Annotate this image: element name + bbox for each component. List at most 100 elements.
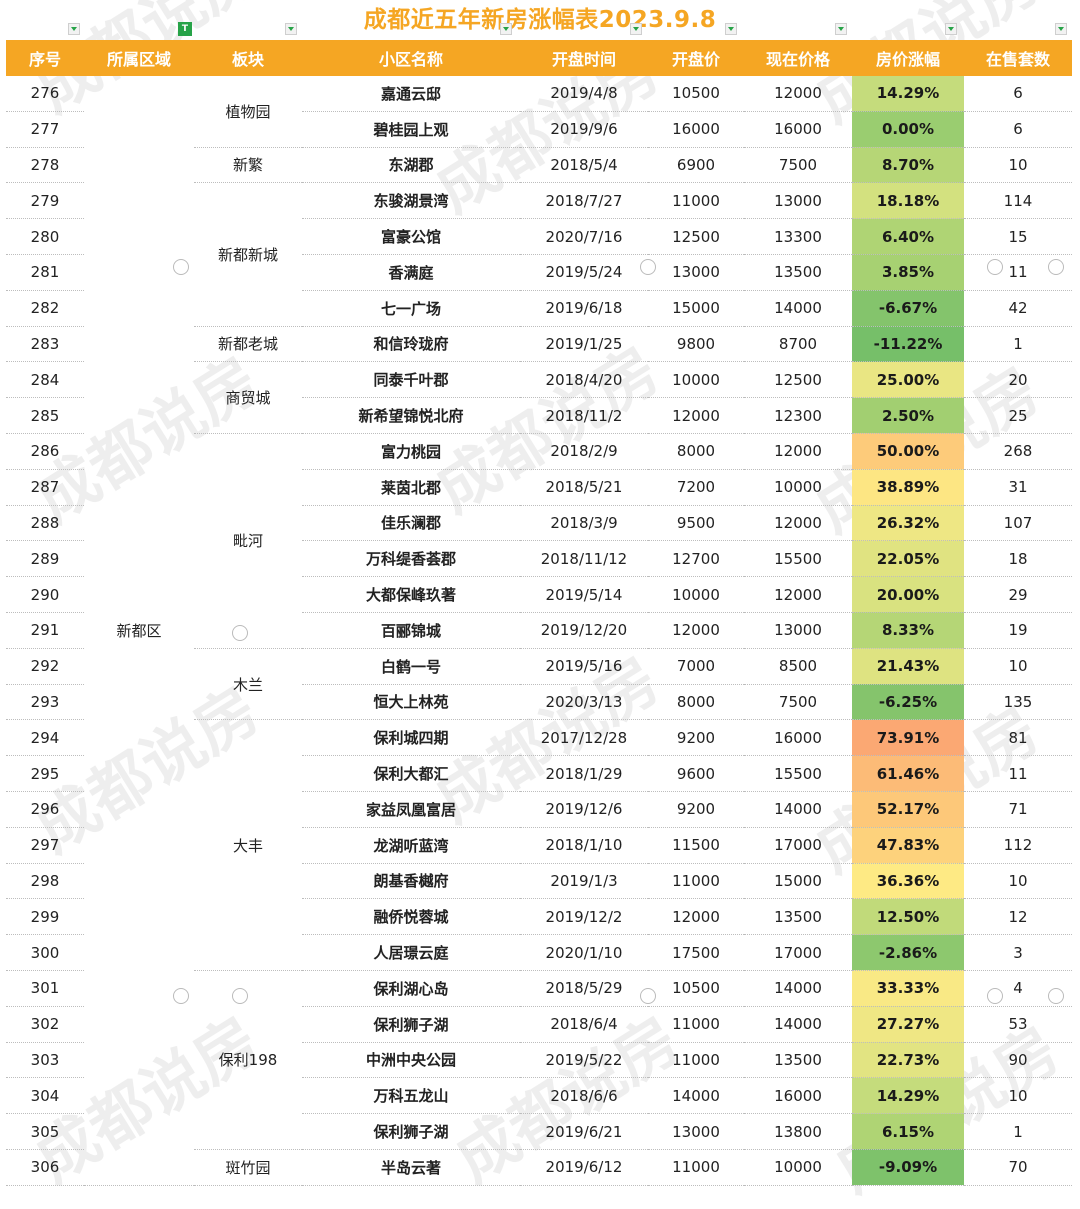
stock-count: 90 [964, 1042, 1072, 1079]
table-row[interactable]: 285 新希望锦悦北府 2018/11/2 12000 12300 2.50% 25 [6, 397, 1072, 434]
open-date: 2019/5/22 [520, 1042, 648, 1079]
stock-count: 70 [964, 1149, 1072, 1186]
table-row[interactable]: 300 人居璟云庭 2020/1/10 17500 17000 -2.86% 3 [6, 934, 1072, 971]
project-name: 万科五龙山 [302, 1077, 520, 1115]
project-name: 保利城四期 [302, 719, 520, 757]
table-row[interactable]: 299 融侨悦蓉城 2019/12/2 12000 13500 12.50% 12 [6, 898, 1072, 936]
open-date: 2018/6/6 [520, 1077, 648, 1115]
table-row[interactable]: 287 莱茵北郡 2018/5/21 7200 10000 38.89% 31 [6, 469, 1072, 506]
project-name: 保利湖心岛 [302, 970, 520, 1007]
header-name[interactable]: 小区名称 [302, 40, 520, 76]
header-open-date[interactable]: 开盘时间 [520, 40, 648, 76]
project-name: 恒大上林苑 [302, 684, 520, 721]
table-row[interactable]: 283 新都老城 和信玲珑府 2019/1/25 9800 8700 -11.22% 1 [6, 326, 1072, 363]
row-index: 289 [6, 540, 84, 578]
row-index: 287 [6, 469, 84, 506]
open-price: 9200 [648, 719, 744, 757]
table-row[interactable]: 302 保利狮子湖 2018/6/4 11000 14000 27.27% 53 [6, 1006, 1072, 1043]
table-row[interactable]: 295 保利大都汇 2018/1/29 9600 15500 61.46% 11 [6, 755, 1072, 792]
table-row[interactable]: 292 木兰 白鹤一号 2019/5/16 7000 8500 21.43% 10 [6, 648, 1072, 721]
block-cell: 斑竹园 [194, 1149, 302, 1186]
header-increase[interactable]: 房价涨幅 [852, 40, 964, 76]
header-current-price[interactable]: 现在价格 [744, 40, 852, 76]
table-row[interactable]: 278 新繁 东湖郡 2018/5/4 6900 7500 8.70% 10 [6, 147, 1072, 184]
filter-dropdown-icon[interactable] [68, 23, 80, 35]
stock-count: 15 [964, 218, 1072, 255]
header-region[interactable]: 所属区域 [84, 40, 194, 76]
filter-active-icon[interactable]: T [178, 22, 192, 36]
open-date: 2017/12/28 [520, 719, 648, 757]
stock-count: 19 [964, 612, 1072, 649]
open-date: 2019/1/25 [520, 326, 648, 363]
open-price: 14000 [648, 1077, 744, 1115]
row-index: 306 [6, 1149, 84, 1186]
header-stock[interactable]: 在售套数 [964, 40, 1072, 76]
open-date: 2019/12/2 [520, 898, 648, 936]
placeholder-circle-icon [1048, 988, 1064, 1004]
block-cell: 大丰 [194, 719, 302, 971]
table-row[interactable]: 280 富豪公馆 2020/7/16 12500 13300 6.40% 15 [6, 218, 1072, 255]
increase-rate: 26.32% [852, 505, 964, 542]
increase-rate: 22.73% [852, 1042, 964, 1079]
filter-dropdown-icon[interactable] [500, 23, 512, 35]
filter-dropdown-icon[interactable] [725, 23, 737, 35]
table-row[interactable]: 276 新都区 植物园 嘉通云邸 2019/4/8 10500 12000 14.29% 6 [6, 76, 1072, 1186]
table-row[interactable]: 298 朗基香樾府 2019/1/3 11000 15000 36.36% 10 [6, 863, 1072, 900]
filter-dropdown-icon[interactable] [285, 23, 297, 35]
increase-rate: -6.67% [852, 290, 964, 327]
project-name: 融侨悦蓉城 [302, 898, 520, 936]
row-index: 304 [6, 1077, 84, 1115]
project-name: 香满庭 [302, 254, 520, 291]
open-date: 2019/5/14 [520, 576, 648, 613]
table-row[interactable]: 289 万科缇香荟郡 2018/11/12 12700 15500 22.05% 18 [6, 540, 1072, 578]
table-row[interactable]: 301 保利198 保利湖心岛 2018/5/29 10500 14000 33.33% 4 [6, 970, 1072, 1150]
increase-rate: 8.33% [852, 612, 964, 649]
header-block[interactable]: 板块 [194, 40, 302, 76]
table-row[interactable]: 290 大都保峰玖著 2019/5/14 10000 12000 20.00% 29 [6, 576, 1072, 613]
current-price: 13300 [744, 218, 852, 255]
table-row[interactable]: 294 大丰 保利城四期 2017/12/28 9200 16000 73.91% 81 [6, 719, 1072, 971]
increase-rate: 50.00% [852, 433, 964, 470]
table-row[interactable]: 291 百郦锦城 2019/12/20 12000 13000 8.33% 19 [6, 612, 1072, 649]
filter-dropdown-icon[interactable] [945, 23, 957, 35]
current-price: 12000 [744, 505, 852, 542]
open-date: 2019/12/6 [520, 791, 648, 828]
table-row[interactable]: 296 家益凤凰富居 2019/12/6 9200 14000 52.17% 71 [6, 791, 1072, 828]
table-row[interactable]: 284 商贸城 同泰千叶郡 2018/4/20 10000 12500 25.00% 20 [6, 361, 1072, 434]
row-index: 283 [6, 326, 84, 363]
open-price: 7000 [648, 648, 744, 685]
increase-rate: 25.00% [852, 361, 964, 399]
open-price: 11000 [648, 1006, 744, 1043]
header-index[interactable]: 序号 [6, 40, 84, 76]
table-row[interactable]: 279 新都新城 东骏湖景湾 2018/7/27 11000 13000 18.18% 114 [6, 182, 1072, 327]
filter-dropdown-icon[interactable] [835, 23, 847, 35]
table-row[interactable]: 281 香满庭 2019/5/24 13000 13500 3.85% 11 [6, 254, 1072, 291]
current-price: 17000 [744, 934, 852, 971]
header-open-price[interactable]: 开盘价 [648, 40, 744, 76]
block-cell: 新繁 [194, 147, 302, 184]
table-row[interactable]: 286 毗河 富力桃园 2018/2/9 8000 12000 50.00% 268 [6, 433, 1072, 649]
table-row[interactable]: 305 保利狮子湖 2019/6/21 13000 13800 6.15% 1 [6, 1113, 1072, 1150]
filter-dropdown-icon[interactable] [1055, 23, 1067, 35]
open-price: 12000 [648, 397, 744, 434]
increase-rate: 8.70% [852, 147, 964, 184]
table-row[interactable]: 297 龙湖听蓝湾 2018/1/10 11500 17000 47.83% 112 [6, 827, 1072, 864]
table-row[interactable]: 277 碧桂园上观 2019/9/6 16000 16000 0.00% 6 [6, 111, 1072, 148]
stock-count: 1 [964, 326, 1072, 363]
filter-dropdown-icon[interactable] [630, 23, 642, 35]
placeholder-circle-icon [173, 259, 189, 275]
open-price: 9200 [648, 791, 744, 828]
increase-rate: 47.83% [852, 827, 964, 864]
open-price: 6900 [648, 147, 744, 184]
open-price: 10000 [648, 576, 744, 613]
table-row[interactable]: 282 七一广场 2019/6/18 15000 14000 -6.67% 42 [6, 290, 1072, 327]
table-row[interactable]: 293 恒大上林苑 2020/3/13 8000 7500 -6.25% 135 [6, 684, 1072, 721]
open-date: 2019/1/3 [520, 863, 648, 900]
stock-count: 10 [964, 147, 1072, 184]
table-row[interactable]: 288 佳乐澜郡 2018/3/9 9500 12000 26.32% 107 [6, 505, 1072, 542]
project-name: 万科缇香荟郡 [302, 540, 520, 578]
table-row[interactable]: 303 中洲中央公园 2019/5/22 11000 13500 22.73% 90 [6, 1042, 1072, 1079]
open-price: 9800 [648, 326, 744, 363]
current-price: 14000 [744, 1006, 852, 1043]
table-row[interactable]: 304 万科五龙山 2018/6/6 14000 16000 14.29% 10 [6, 1077, 1072, 1115]
